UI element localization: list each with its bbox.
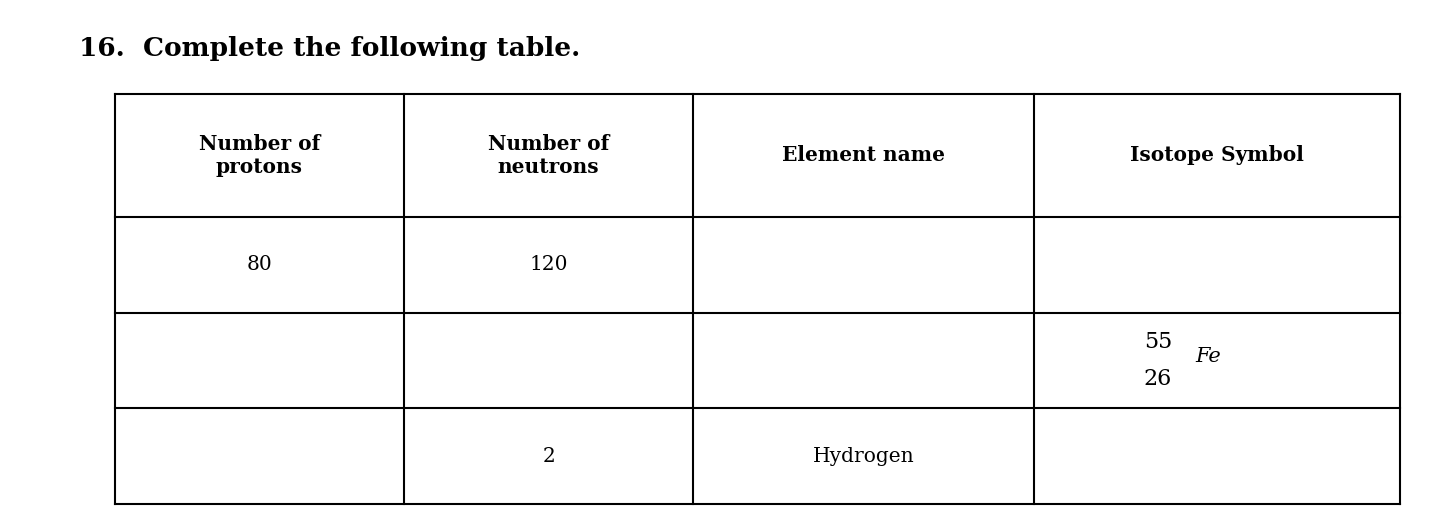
Text: 2: 2	[543, 447, 556, 465]
Text: Fe: Fe	[1195, 347, 1221, 366]
Text: 120: 120	[530, 255, 567, 274]
Text: 26: 26	[1143, 368, 1172, 390]
Text: Element name: Element name	[783, 145, 945, 165]
Text: Number of
protons: Number of protons	[198, 134, 320, 177]
Text: Number of
neutrons: Number of neutrons	[488, 134, 609, 177]
Text: Hydrogen: Hydrogen	[813, 447, 915, 465]
Text: Isotope Symbol: Isotope Symbol	[1130, 145, 1304, 165]
Text: 80: 80	[247, 255, 273, 274]
Text: 55: 55	[1143, 331, 1172, 353]
Text: 16.  Complete the following table.: 16. Complete the following table.	[79, 36, 580, 61]
